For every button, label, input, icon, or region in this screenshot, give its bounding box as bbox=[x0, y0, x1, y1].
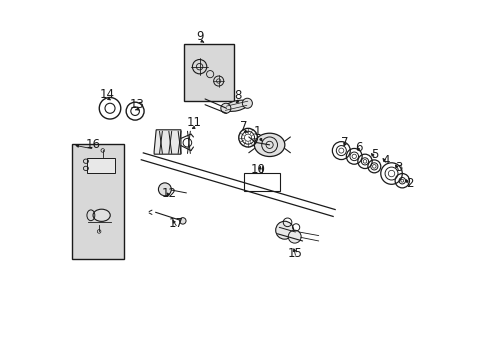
Ellipse shape bbox=[254, 133, 285, 157]
Text: 14: 14 bbox=[100, 88, 115, 101]
Text: 8: 8 bbox=[234, 89, 241, 102]
Text: 5: 5 bbox=[370, 148, 377, 161]
Circle shape bbox=[158, 183, 171, 196]
Circle shape bbox=[275, 221, 293, 239]
Circle shape bbox=[287, 230, 301, 243]
Bar bbox=[86, 158, 114, 173]
Circle shape bbox=[179, 218, 185, 224]
Circle shape bbox=[221, 103, 230, 113]
Bar bbox=[183, 44, 233, 101]
Text: 10: 10 bbox=[250, 163, 265, 176]
Text: 13: 13 bbox=[129, 98, 144, 111]
Bar bbox=[72, 144, 124, 259]
Text: 6: 6 bbox=[355, 141, 362, 154]
Text: 15: 15 bbox=[286, 247, 302, 260]
Text: 1: 1 bbox=[253, 125, 260, 138]
Text: 4: 4 bbox=[382, 154, 389, 167]
Text: 16: 16 bbox=[85, 138, 101, 151]
Text: 17: 17 bbox=[168, 217, 183, 230]
Text: 7: 7 bbox=[240, 121, 247, 134]
Polygon shape bbox=[154, 130, 181, 154]
Circle shape bbox=[242, 98, 252, 108]
Text: 11: 11 bbox=[186, 116, 202, 129]
Text: 9: 9 bbox=[196, 30, 203, 43]
Text: 2: 2 bbox=[405, 177, 412, 190]
Ellipse shape bbox=[224, 100, 248, 111]
Bar bbox=[244, 173, 279, 191]
Text: 7: 7 bbox=[341, 136, 348, 149]
Ellipse shape bbox=[93, 209, 110, 221]
Text: 12: 12 bbox=[162, 187, 176, 200]
Text: 3: 3 bbox=[394, 161, 402, 174]
